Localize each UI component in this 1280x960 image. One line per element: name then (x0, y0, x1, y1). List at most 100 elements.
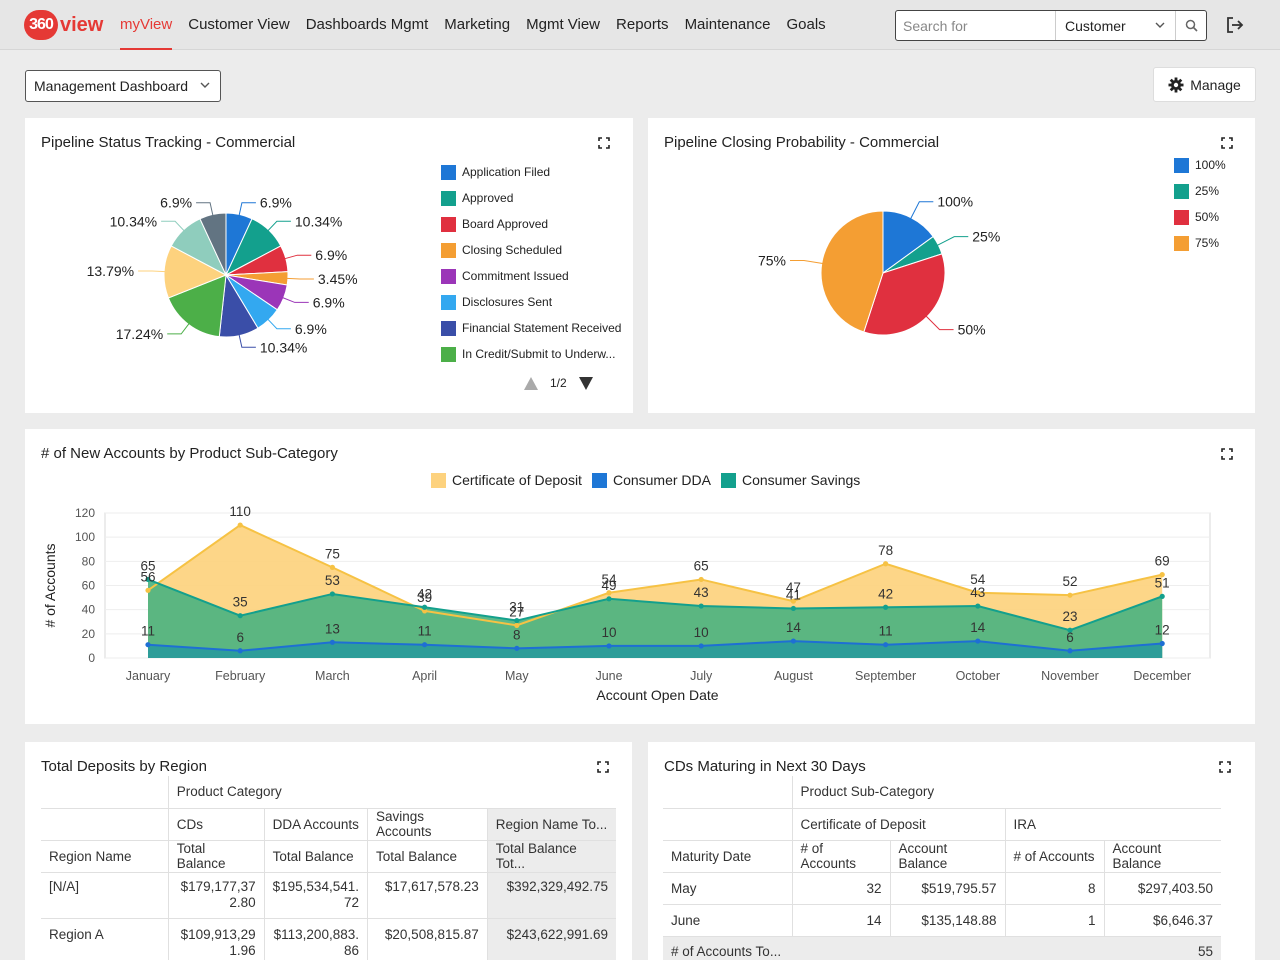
expand-icon[interactable] (1221, 137, 1233, 149)
column-header[interactable]: Region Name To... (487, 808, 616, 841)
certificate-of-deposit-point (329, 564, 335, 570)
expand-icon[interactable] (598, 137, 610, 149)
legend-item[interactable]: 25% (1174, 178, 1226, 204)
legend-swatch (441, 242, 456, 258)
legend-item[interactable]: Closing Scheduled (441, 237, 621, 263)
row-header-label[interactable]: Maturity Date (663, 840, 793, 873)
x-axis-label: Account Open Date (596, 687, 718, 703)
column-header[interactable]: Total Balance (367, 840, 488, 873)
nav-dashboards-mgmt[interactable]: Dashboards Mgmt (305, 16, 429, 33)
legend-item[interactable]: Disclosures Sent (441, 289, 621, 315)
column-header[interactable]: Account Balance (1104, 840, 1221, 873)
ira-balance-cell: $6,646.37 (1104, 904, 1221, 937)
dda-balance-cell: $113,200,883. 86 (264, 918, 368, 960)
legend-item[interactable]: Board Approved (441, 211, 621, 237)
legend-swatch (441, 268, 456, 284)
legend-swatch (1174, 235, 1189, 251)
page-up-icon[interactable] (524, 376, 538, 390)
column-header[interactable]: IRA (1005, 808, 1221, 841)
pager-label: 1/2 (550, 376, 567, 390)
nav-mgmt-view[interactable]: Mgmt View (526, 16, 601, 33)
table-row: [N/A] $179,177,37 2.80 $195,534,541. 72 … (41, 872, 616, 919)
legend-item[interactable]: 100% (1174, 152, 1226, 178)
legend-item[interactable]: Approved (441, 185, 621, 211)
legend-item[interactable]: Commitment Issued (441, 263, 621, 289)
consumer-savings-line (147, 578, 1163, 632)
main-nav: myView Customer View Dashboards Mgmt Mar… (112, 0, 834, 50)
column-group-header[interactable]: Product Category (168, 776, 616, 809)
certificate-of-deposit-data-label: 27 (509, 604, 524, 619)
pipeline-probability-pie-chart: 100% 25% 50% 75% (758, 194, 1000, 338)
logout-icon[interactable] (1226, 16, 1244, 34)
pie-slice-label: 6.9% (160, 195, 192, 211)
table-header-row: Product Sub-Category (663, 776, 1221, 809)
search-button[interactable] (1176, 11, 1206, 40)
row-header-label[interactable]: Region Name (41, 840, 169, 873)
pie-slice-label: 25% (972, 229, 1000, 245)
expand-icon[interactable] (597, 761, 609, 773)
certificate-of-deposit-data-label: 54 (601, 572, 617, 587)
logo-text: view (60, 13, 104, 36)
legend-item[interactable]: 50% (1174, 204, 1226, 230)
nav-reports[interactable]: Reports (616, 16, 669, 33)
legend-item[interactable]: Consumer DDA (591, 467, 711, 493)
legend-item[interactable]: In Credit/Submit to Underw... (441, 341, 621, 367)
legend-item[interactable]: Certificate of Deposit (431, 467, 582, 493)
consumer-savings-point (1067, 627, 1073, 633)
legend-item[interactable]: 75% (1174, 230, 1226, 256)
expand-icon[interactable] (1221, 448, 1233, 460)
region-name-cell: [N/A] (41, 872, 169, 919)
legend-label: In Credit/Submit to Underw... (462, 347, 616, 361)
panel-title: # of New Accounts by Product Sub-Categor… (41, 445, 338, 462)
consumer-dda-data-label: 14 (786, 620, 802, 635)
pie-slice-label: 10.34% (260, 339, 307, 355)
search-input[interactable] (896, 11, 1056, 40)
pipeline-status-legend: Application Filed Approved Board Approve… (441, 159, 621, 367)
column-header[interactable]: # of Accounts (1005, 840, 1105, 873)
consumer-savings-data-label: 65 (140, 558, 155, 573)
pie-leader-line (937, 236, 969, 246)
manage-button[interactable]: Manage (1153, 67, 1256, 102)
search-scope-select[interactable]: Customer (1056, 11, 1176, 40)
legend-item[interactable]: Application Filed (441, 159, 621, 185)
column-header[interactable]: CDs (168, 808, 265, 841)
legend-label: Disclosures Sent (462, 295, 553, 309)
pie-slice-label: 10.34% (295, 213, 342, 229)
nav-maintenance[interactable]: Maintenance (684, 16, 771, 33)
legend-swatch (591, 472, 607, 488)
column-header[interactable]: Account Balance (890, 840, 1006, 873)
column-header[interactable]: Total Balance Tot... (487, 840, 616, 873)
nav-goals[interactable]: Goals (786, 16, 826, 33)
nav-marketing[interactable]: Marketing (444, 16, 511, 33)
column-header[interactable]: Total Balance (264, 840, 368, 873)
page-down-icon[interactable] (578, 376, 593, 390)
dashboard-selector[interactable]: Management Dashboard (25, 70, 221, 102)
certificate-of-deposit-data-label: 78 (878, 543, 893, 558)
ira-balance-cell: $297,403.50 (1104, 872, 1221, 905)
legend-swatch (441, 294, 456, 310)
consumer-dda-point (514, 645, 520, 651)
legend-item[interactable]: Consumer Savings (720, 467, 860, 493)
app-logo[interactable]: 360 view (24, 10, 103, 40)
pie-leader-line (789, 259, 823, 264)
consumer-savings-point (329, 591, 335, 597)
legend-item[interactable]: Financial Statement Received (441, 315, 621, 341)
pie-slice-label: 6.9% (295, 321, 327, 337)
column-header[interactable]: Certificate of Deposit (792, 808, 1006, 841)
nav-customer-view[interactable]: Customer View (188, 16, 290, 33)
consumer-dda-data-label: 11 (879, 624, 893, 639)
certificate-of-deposit-point (1159, 572, 1165, 578)
y-tick-label: 60 (82, 579, 96, 593)
column-group-header[interactable]: Product Sub-Category (792, 776, 1221, 809)
column-header[interactable]: DDA Accounts (264, 808, 368, 841)
nav-myview[interactable]: myView (112, 0, 180, 50)
column-header[interactable]: # of Accounts (792, 840, 891, 873)
x-tick-label: February (215, 669, 266, 683)
consumer-savings-point (975, 603, 981, 609)
certificate-of-deposit-line (147, 523, 1163, 627)
column-header[interactable]: Savings Accounts (367, 808, 488, 841)
expand-icon[interactable] (1219, 761, 1231, 773)
legend-swatch (441, 216, 456, 232)
pie-leader-line (282, 297, 309, 303)
column-header[interactable]: Total Balance (168, 840, 265, 873)
